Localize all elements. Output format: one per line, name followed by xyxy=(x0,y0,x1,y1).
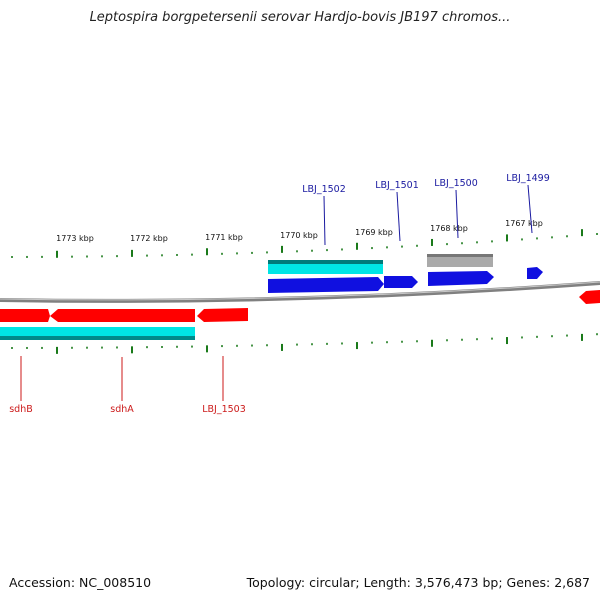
genome-summary-text: Topology: circular; Length: 3,576,473 bp… xyxy=(246,575,590,590)
gene-arrow-sdhb xyxy=(0,309,50,322)
genome-backbone xyxy=(0,281,600,303)
gene-label-lbj-1503: LBJ_1503 xyxy=(202,404,246,415)
leader-lbj-1499 xyxy=(527,184,533,234)
leader-lbj-1502 xyxy=(323,195,326,246)
gene-arrow-lbj-1503 xyxy=(197,308,248,322)
map-title: Leptospira borgpetersenii serovar Hardjo… xyxy=(89,10,511,25)
other-feature-band xyxy=(427,254,493,267)
kbp-label-1767: 1767 kbp xyxy=(505,219,543,228)
gene-label-lbj-1499: LBJ_1499 xyxy=(506,173,550,184)
kbp-label-1772: 1772 kbp xyxy=(130,234,168,243)
gene-label-lbj-1501: LBJ_1501 xyxy=(375,180,419,191)
lower-tick-track xyxy=(11,333,598,354)
gene-arrow-lbj-1502 xyxy=(268,277,384,293)
gene-label-lbj-1500: LBJ_1500 xyxy=(434,178,478,189)
kbp-label-1768: 1768 kbp xyxy=(430,224,468,233)
gene-label-lbj-1502: LBJ_1502 xyxy=(302,184,346,195)
kbp-label-1769: 1769 kbp xyxy=(355,228,393,237)
accession-text: Accession: NC_008510 xyxy=(9,575,152,590)
kbp-label-1771: 1771 kbp xyxy=(205,233,243,242)
gene-label-sdhb: sdhB xyxy=(9,404,33,415)
gene-arrow-sdha xyxy=(50,309,195,322)
gene-label-sdha: sdhA xyxy=(110,404,134,415)
leader-lbj-1500 xyxy=(455,189,459,239)
gene-arrow-lbj-1500 xyxy=(428,271,494,286)
leader-lbj-1501 xyxy=(396,191,401,242)
upper-tick-track xyxy=(11,229,598,258)
gene-arrow-offscreen xyxy=(579,290,600,304)
kbp-label-1773: 1773 kbp xyxy=(56,234,94,243)
kbp-label-1770: 1770 kbp xyxy=(280,231,318,240)
gene-arrow-lbj-1501 xyxy=(384,276,418,288)
gene-arrow-lbj-1499 xyxy=(527,267,543,279)
